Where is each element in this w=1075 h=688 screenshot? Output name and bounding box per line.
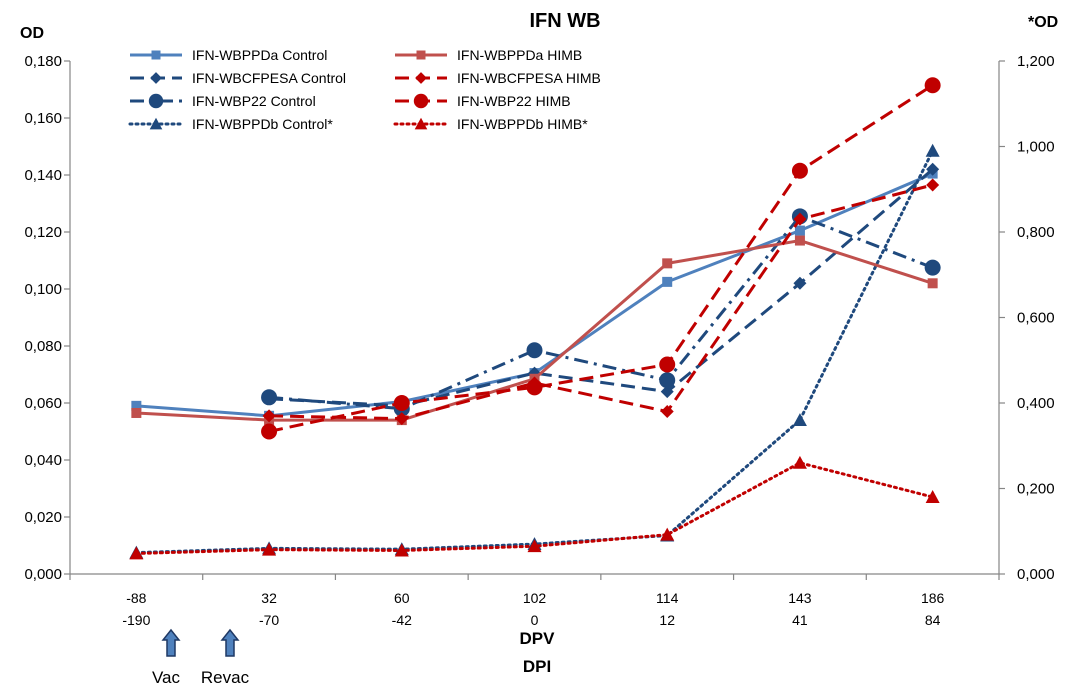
legend-marker xyxy=(414,94,428,108)
data-point xyxy=(131,408,141,418)
chart-title: IFN WB xyxy=(529,10,600,32)
x-tick-label-secondary: -190 xyxy=(122,612,150,628)
data-point xyxy=(527,342,543,358)
y2-tick-label: 0,400 xyxy=(1017,395,1055,412)
legend-entry: IFN-WBPPDb Control* xyxy=(130,116,333,132)
y2-tick-label: 0,600 xyxy=(1017,310,1055,327)
data-point xyxy=(659,357,675,373)
series-ifn-wbp22-himb xyxy=(261,77,941,439)
x-tick-label-secondary: 41 xyxy=(792,612,808,628)
legend-marker xyxy=(150,72,162,84)
y-tick-label: 0,040 xyxy=(24,452,62,469)
data-point xyxy=(660,528,674,541)
y-tick-label: 0,160 xyxy=(24,110,62,127)
series-ifn-wbppdb-himb- xyxy=(129,456,939,560)
y2-tick-label: 0,800 xyxy=(1017,224,1055,241)
data-point xyxy=(659,372,675,388)
series-layer xyxy=(129,77,940,559)
legend: IFN-WBPPDa Control IFN-WBCFPESA Control IF… xyxy=(130,47,601,132)
data-point xyxy=(662,258,672,268)
axes: 0,000 0,020 0,040 0,060 0,080 0,100 0,120 0,140… xyxy=(24,53,1054,628)
y-axis-title: OD xyxy=(20,25,44,42)
series-ifn-wbppda-himb xyxy=(131,236,937,426)
data-point xyxy=(261,389,277,405)
y-tick-label: 0,120 xyxy=(24,224,62,241)
y-tick-label: 0,000 xyxy=(24,566,62,583)
data-point xyxy=(925,77,941,93)
annotation-label: Revac xyxy=(201,668,250,687)
annotation-revac: Revac xyxy=(201,630,250,687)
annotation-vac: Vac xyxy=(152,630,181,687)
x-tick-label: 143 xyxy=(788,590,812,606)
legend-entry: IFN-WBP22 Control xyxy=(130,93,316,109)
y2-tick-label: 0,200 xyxy=(1017,481,1055,498)
legend-entry: IFN-WBP22 HIMB xyxy=(395,93,571,109)
data-point xyxy=(926,178,939,191)
x-tick-label-secondary: -42 xyxy=(392,612,412,628)
x-tick-label-secondary: 12 xyxy=(659,612,675,628)
y-tick-label: 0,080 xyxy=(24,338,62,355)
data-point xyxy=(792,163,808,179)
legend-entry: IFN-WBPPDa Control xyxy=(130,47,327,63)
data-point xyxy=(795,236,805,246)
legend-label: IFN-WBP22 Control xyxy=(192,93,316,109)
legend-entry: IFN-WBPPDb HIMB* xyxy=(395,116,588,132)
legend-label: IFN-WBCFPESA HIMB xyxy=(457,70,601,86)
y-tick-label: 0,140 xyxy=(24,167,62,184)
y2-tick-label: 1,000 xyxy=(1017,139,1055,156)
x-tick-label: 114 xyxy=(656,590,679,606)
legend-marker xyxy=(415,72,427,84)
legend-label: IFN-WBCFPESA Control xyxy=(192,70,346,86)
legend-label: IFN-WBP22 HIMB xyxy=(457,93,571,109)
y-tick-label: 0,060 xyxy=(24,395,62,412)
x-axis-title-secondary: DPI xyxy=(523,657,551,676)
x-tick-label: 186 xyxy=(921,590,945,606)
data-point xyxy=(527,379,543,395)
up-arrow-icon xyxy=(222,630,238,656)
y-tick-label: 0,100 xyxy=(24,281,62,298)
series-ifn-wbp22-control xyxy=(261,208,941,416)
legend-label: IFN-WBPPDa Control xyxy=(192,47,327,63)
series-line xyxy=(269,216,933,408)
x-tick-label-secondary: -70 xyxy=(259,612,279,628)
x-axis-title: DPV xyxy=(520,629,556,648)
data-point xyxy=(925,260,941,276)
x-tick-label-secondary: 0 xyxy=(531,612,539,628)
y2-tick-label: 0,000 xyxy=(1017,566,1055,583)
legend-label: IFN-WBPPDb Control* xyxy=(192,116,333,132)
series-line xyxy=(269,169,933,406)
legend-marker xyxy=(149,94,163,108)
x-tick-label: 60 xyxy=(394,590,410,606)
x-tick-label: -88 xyxy=(126,590,146,606)
legend-label: IFN-WBPPDa HIMB xyxy=(457,47,582,63)
data-point xyxy=(926,490,940,503)
annotation-label: Vac xyxy=(152,668,181,687)
data-point xyxy=(795,226,805,236)
x-tick-label: 102 xyxy=(523,590,547,606)
data-point xyxy=(926,144,940,157)
data-point xyxy=(928,278,938,288)
y2-axis-title: *OD xyxy=(1028,14,1058,31)
legend-entry: IFN-WBPPDa HIMB xyxy=(395,47,582,63)
series-line xyxy=(269,85,933,431)
up-arrow-icon xyxy=(163,630,179,656)
legend-label: IFN-WBPPDb HIMB* xyxy=(457,116,588,132)
legend-entry: IFN-WBCFPESA HIMB xyxy=(395,70,601,86)
y-tick-label: 0,180 xyxy=(24,53,62,70)
x-tick-label: 32 xyxy=(261,590,277,606)
data-point xyxy=(394,395,410,411)
x-tick-label-secondary: 84 xyxy=(925,612,941,628)
data-point xyxy=(793,413,807,426)
annotations: Vac Revac xyxy=(152,630,250,687)
y-tick-label: 0,020 xyxy=(24,509,62,526)
legend-marker xyxy=(152,51,161,60)
data-point xyxy=(793,456,807,469)
data-point xyxy=(662,277,672,287)
legend-entry: IFN-WBCFPESA Control xyxy=(130,70,346,86)
y2-tick-label: 1,200 xyxy=(1017,53,1055,70)
legend-marker xyxy=(417,51,426,60)
data-point xyxy=(261,424,277,440)
